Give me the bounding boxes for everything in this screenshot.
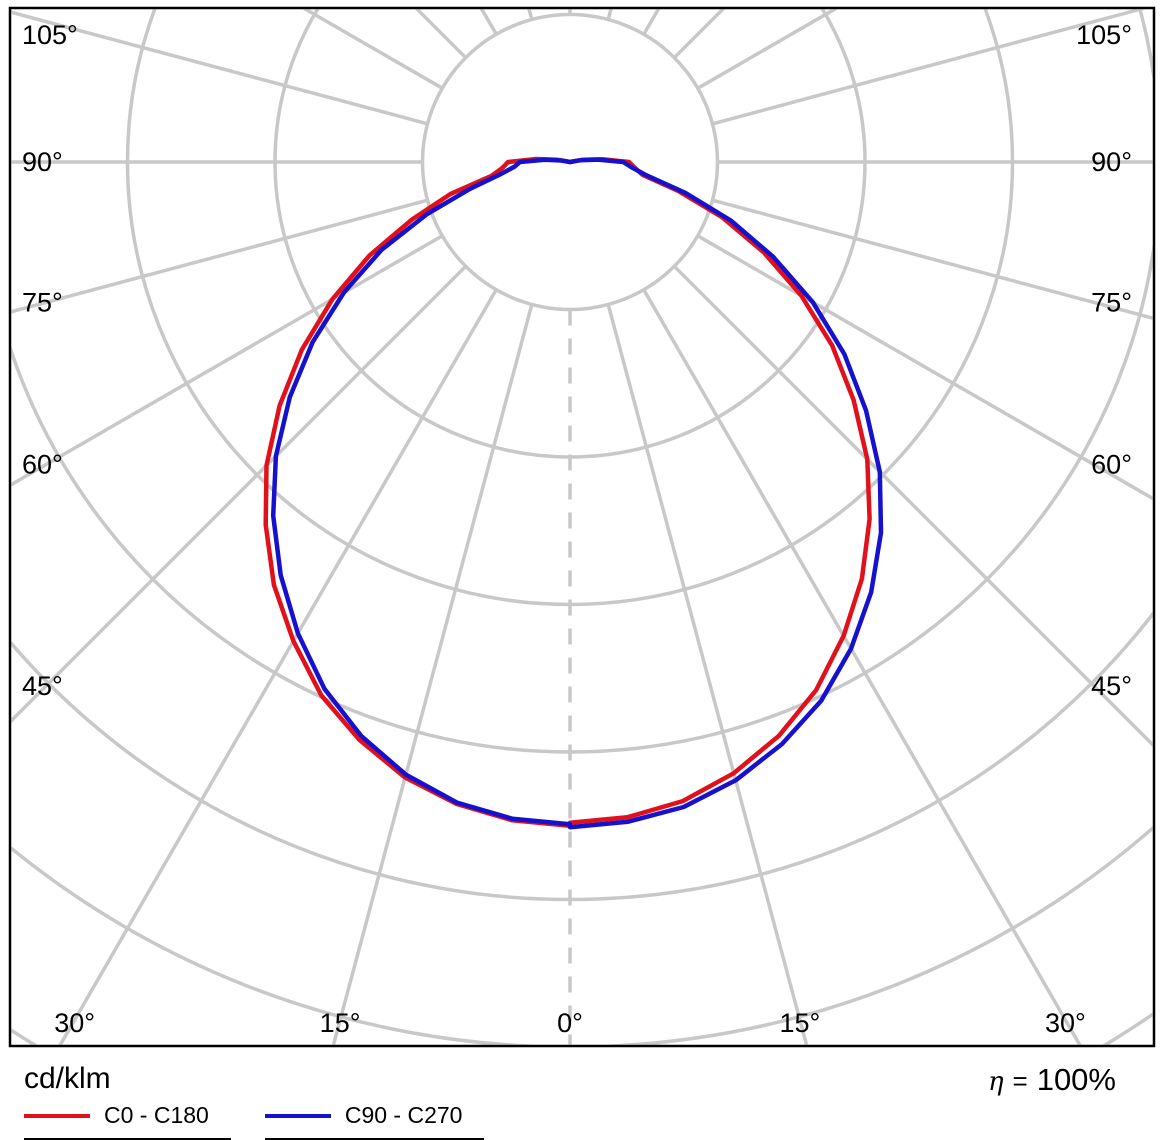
polar-distribution-chart: 0° 15° 15° 30° 30° 45° 45° 60° 60° 75° 75° 90° 90° 10… — [8, 6, 1156, 1048]
grid-ray — [331, 304, 534, 1045]
curve-c90-c270 — [270, 157, 884, 830]
efficiency-value: 100% — [1036, 1062, 1116, 1097]
angle-tick-label: 15° — [779, 1008, 820, 1038]
angle-tick-label: 15° — [320, 1008, 361, 1038]
grid-ray — [58, 288, 498, 1045]
angle-tick-label: 105° — [1076, 20, 1132, 50]
grid-ray — [11, 234, 444, 487]
grid-ray — [11, 198, 428, 314]
grid-ray — [606, 304, 809, 1045]
legend-label-c0-c180: C0 - C180 — [104, 1102, 209, 1128]
angle-tick-label: 105° — [22, 20, 78, 50]
angle-tick-label: 0° — [557, 1008, 583, 1038]
grid-ray — [712, 9, 1146, 126]
legend-item-c0-c180: C0 - C180 — [24, 1102, 231, 1140]
angle-tick-labels: 0° 15° 15° 30° 30° 45° 45° 60° 60° 75° 75° 90° 90° 10… — [22, 20, 1132, 1038]
chart-frame — [8, 6, 1156, 1048]
efficiency-readout: η = 100% — [988, 1062, 1116, 1098]
unit-label: cd/klm — [24, 1062, 111, 1095]
grid-ray — [673, 265, 1153, 747]
angle-tick-label: 30° — [1045, 1008, 1086, 1038]
legend-label-c90-c270: C90 - C270 — [344, 1102, 463, 1128]
legend-swatch-c0-c180 — [24, 1113, 90, 1118]
polar-grid-rays — [11, 9, 1153, 1045]
angle-tick-label: 75° — [22, 287, 63, 317]
angle-tick-label: 60° — [1091, 450, 1132, 480]
angle-tick-label: 45° — [22, 671, 63, 701]
angle-tick-label: 30° — [54, 1008, 95, 1038]
grid-ray — [11, 265, 467, 723]
angle-tick-label: 75° — [1091, 287, 1132, 317]
polar-plot-area — [11, 9, 1153, 1045]
grid-ray — [712, 198, 1153, 320]
angle-tick-label: 90° — [22, 147, 63, 177]
angle-tick-label: 60° — [22, 450, 63, 480]
angle-tick-label: 45° — [1091, 671, 1132, 701]
angle-tick-label: 90° — [1091, 147, 1132, 177]
grid-ray — [642, 288, 1082, 1045]
curve-c0-c180 — [263, 156, 872, 829]
eta-symbol: η — [987, 1067, 1004, 1097]
legend-swatch-c90-c270 — [264, 1113, 331, 1118]
legend-item-c90-c270: C90 - C270 — [264, 1102, 485, 1140]
equals-sign: = — [1012, 1066, 1028, 1096]
grid-ray — [696, 234, 1153, 501]
grid-ray — [11, 10, 428, 126]
legend: C0 - C180 C90 - C270 — [24, 1102, 485, 1140]
